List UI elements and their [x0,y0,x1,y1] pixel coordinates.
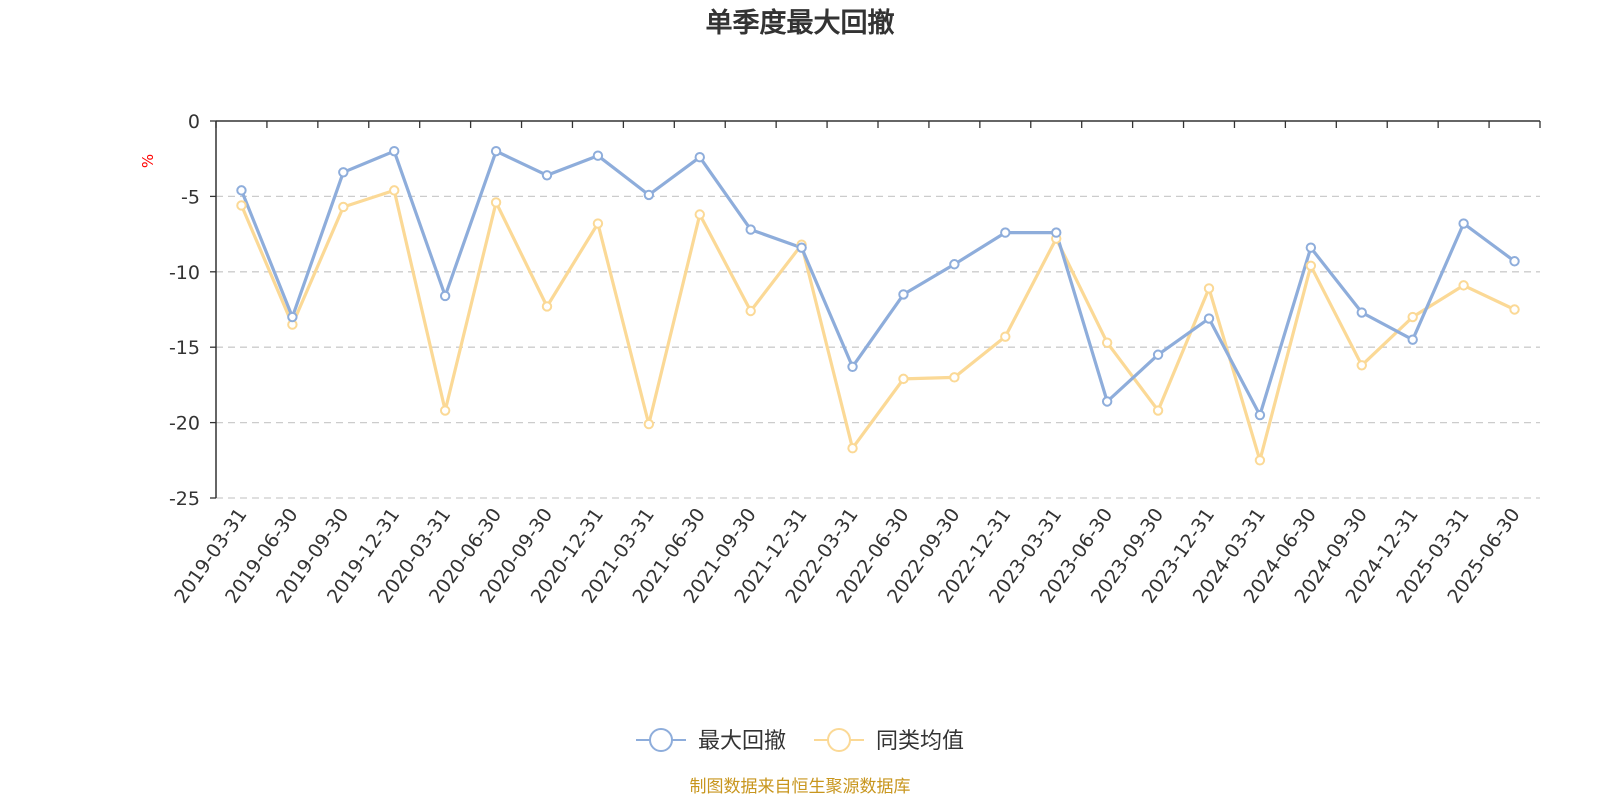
data-point [847,361,858,373]
data-point [490,145,502,157]
series-line-0 [240,149,1516,417]
data-point [389,185,400,196]
legend-marker [827,728,851,752]
data-point [898,373,909,385]
data-point [1407,334,1418,345]
data-point [745,305,756,317]
data-point [1254,455,1266,466]
y-tick-label: 0 [188,111,200,133]
data-point [1203,313,1215,324]
data-point [1407,311,1418,323]
legend-item-1[interactable]: 同类均值 [814,728,964,754]
data-point [592,218,604,229]
data-point [541,301,553,312]
data-point [796,242,807,253]
data-point [1000,331,1011,342]
y-tick-label: -10 [169,262,200,284]
data-point [1254,409,1266,421]
data-point [949,259,960,270]
data-point [592,150,604,161]
data-point [643,189,655,201]
legend-label: 最大回撤 [698,729,786,754]
data-point [1152,405,1164,416]
y-tick-label: -25 [169,488,200,510]
chart-title: 单季度最大回撤 [706,7,895,39]
data-point [1356,307,1367,318]
data-point [338,167,349,178]
series-lines [236,145,1520,466]
data-point [1203,283,1215,294]
data-point [1458,280,1469,291]
y-tick-label: -20 [169,413,200,435]
data-point [389,145,400,157]
data-point [1000,227,1011,238]
data-point [541,170,553,181]
data-point [1509,304,1520,315]
axes: 0-5-10-15-20-252019-03-312019-06-302019-… [169,111,1541,607]
legend-label: 同类均值 [876,729,964,754]
data-point [490,197,502,208]
data-point [1305,260,1317,271]
data-point [694,151,705,163]
legend-marker [649,728,673,752]
data-point [949,372,960,383]
data-point [287,311,298,323]
source-note: 制图数据来自恒生聚源数据库 [690,777,911,797]
data-point [236,185,247,196]
legend-item-0[interactable]: 最大回撤 [636,728,786,754]
data-point [1051,227,1062,238]
data-point [745,224,756,235]
grid-lines [216,195,1540,499]
legend[interactable]: 最大回撤 同类均值 [636,728,964,754]
data-point [1509,256,1520,267]
data-point [1152,349,1164,360]
data-point [338,201,349,213]
data-point [694,209,705,220]
data-point [1101,337,1113,348]
data-point [236,200,247,211]
data-point [1305,242,1317,253]
data-point [847,443,858,454]
data-point [1356,360,1367,371]
data-point [643,418,655,430]
data-point [1101,396,1113,407]
y-axis-unit: % [139,154,157,168]
y-tick-label: -15 [169,337,200,359]
data-point [898,289,909,300]
data-point [439,290,451,302]
data-point [1458,218,1469,229]
y-tick-label: -5 [181,186,200,208]
series-line-1 [240,188,1516,462]
data-point [439,405,451,416]
